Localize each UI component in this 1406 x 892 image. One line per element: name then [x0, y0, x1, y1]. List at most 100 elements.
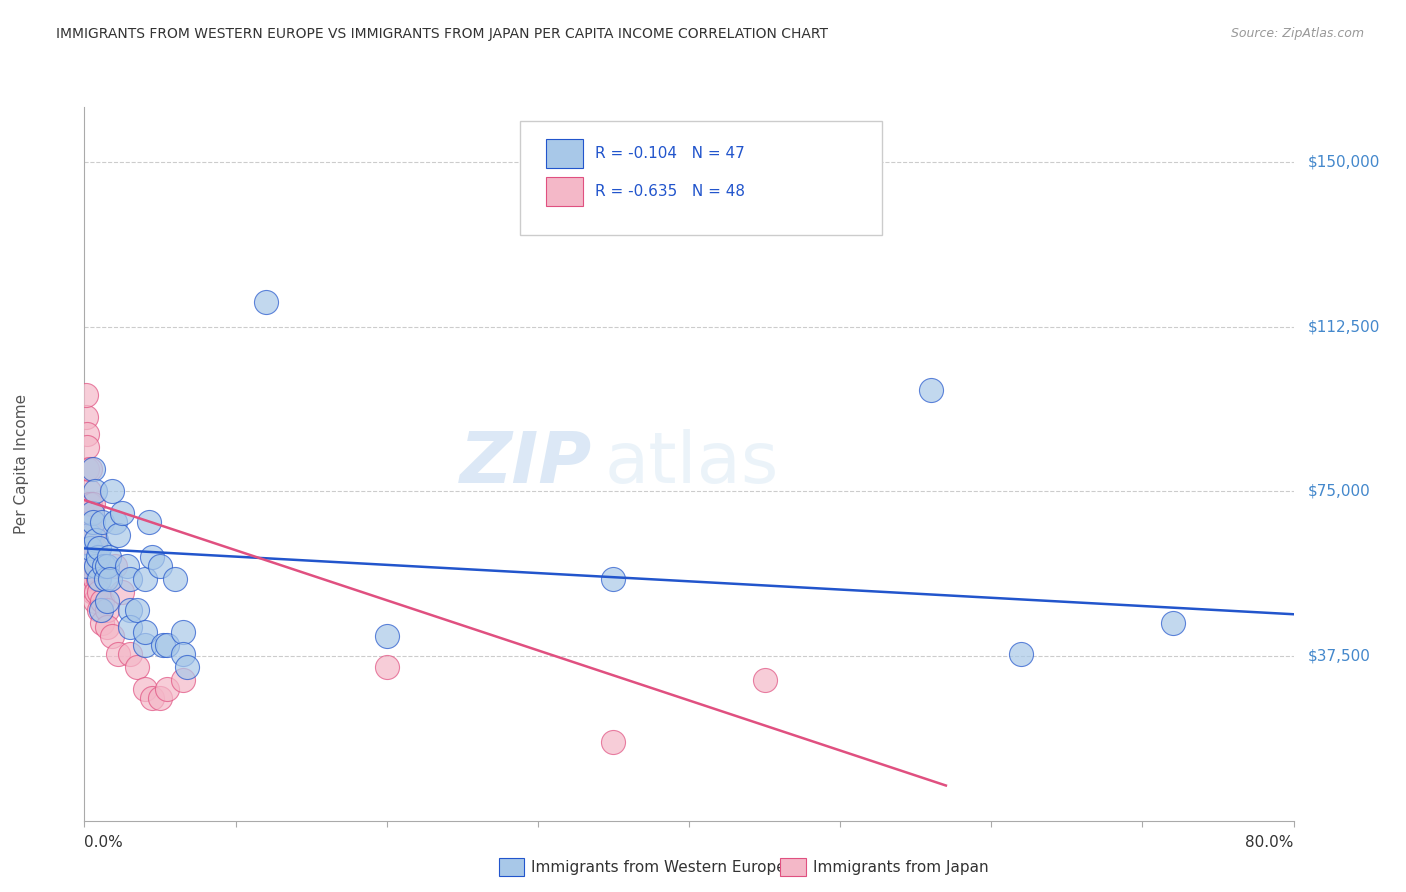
Text: $112,500: $112,500: [1308, 319, 1379, 334]
Point: [80, 558, 103, 573]
Point: [76, 558, 98, 573]
Text: Immigrants from Western Europe: Immigrants from Western Europe: [531, 860, 786, 874]
Point: [152, 638, 174, 652]
Point: [82, 498, 104, 512]
Point: [602, 572, 624, 586]
Point: [91, 615, 114, 630]
Point: [86, 533, 108, 547]
Point: [82, 528, 104, 542]
Point: [79, 462, 101, 476]
Point: [89, 603, 111, 617]
Point: [149, 690, 172, 705]
Point: [754, 673, 776, 687]
Point: [138, 515, 160, 529]
Point: [176, 660, 198, 674]
Point: [96, 603, 118, 617]
Point: [127, 603, 149, 617]
Point: [156, 681, 179, 696]
Point: [1161, 615, 1184, 630]
Point: [86, 558, 108, 573]
Point: [79, 550, 101, 565]
Point: [134, 638, 156, 652]
Point: [172, 647, 194, 661]
Point: [254, 295, 277, 310]
Text: Per Capita Income: Per Capita Income: [14, 393, 28, 534]
Point: [96, 558, 118, 573]
Point: [77, 515, 100, 529]
Point: [89, 558, 111, 573]
Point: [141, 550, 163, 565]
Point: [156, 638, 179, 652]
Point: [76, 441, 98, 455]
Point: [104, 558, 127, 573]
Point: [94, 572, 117, 586]
Point: [375, 660, 398, 674]
Point: [100, 629, 122, 643]
Point: [76, 462, 98, 476]
Point: [98, 572, 121, 586]
Text: IMMIGRANTS FROM WESTERN EUROPE VS IMMIGRANTS FROM JAPAN PER CAPITA INCOME CORREL: IMMIGRANTS FROM WESTERN EUROPE VS IMMIGR…: [56, 27, 828, 41]
Point: [97, 550, 120, 565]
Text: atlas: atlas: [605, 429, 779, 499]
Text: $75,000: $75,000: [1308, 483, 1371, 499]
Point: [79, 528, 101, 542]
Point: [80, 541, 103, 556]
Point: [127, 660, 149, 674]
Point: [82, 515, 104, 529]
Point: [77, 528, 100, 542]
Point: [82, 550, 104, 565]
Point: [75, 409, 97, 424]
Text: $150,000: $150,000: [1308, 154, 1379, 169]
Point: [1010, 647, 1032, 661]
Point: [89, 541, 111, 556]
Point: [111, 585, 134, 599]
Point: [115, 558, 138, 573]
Point: [93, 558, 115, 573]
Point: [118, 572, 141, 586]
FancyBboxPatch shape: [547, 139, 582, 168]
Text: ZIP: ZIP: [460, 429, 592, 499]
Point: [920, 384, 942, 398]
Text: Source: ZipAtlas.com: Source: ZipAtlas.com: [1230, 27, 1364, 40]
Point: [602, 734, 624, 748]
Point: [375, 629, 398, 643]
Point: [82, 462, 104, 476]
Point: [84, 484, 107, 499]
Text: 0.0%: 0.0%: [84, 836, 124, 850]
Point: [87, 550, 110, 565]
Text: R = -0.635   N = 48: R = -0.635 N = 48: [595, 184, 745, 199]
Point: [90, 603, 112, 617]
Point: [96, 594, 118, 608]
Text: Immigrants from Japan: Immigrants from Japan: [813, 860, 988, 874]
FancyBboxPatch shape: [520, 121, 883, 235]
Point: [89, 585, 111, 599]
Point: [134, 624, 156, 639]
Point: [79, 498, 101, 512]
Point: [134, 681, 156, 696]
Point: [91, 594, 114, 608]
Point: [80, 506, 103, 520]
Point: [84, 541, 107, 556]
Text: R = -0.104   N = 47: R = -0.104 N = 47: [595, 146, 744, 161]
Point: [100, 484, 122, 499]
Point: [84, 572, 107, 586]
Point: [104, 515, 127, 529]
Text: $37,500: $37,500: [1308, 648, 1371, 664]
Point: [172, 624, 194, 639]
Point: [89, 572, 111, 586]
Point: [141, 690, 163, 705]
Point: [163, 572, 186, 586]
FancyBboxPatch shape: [547, 177, 582, 205]
Point: [149, 558, 172, 573]
Point: [107, 528, 129, 542]
Point: [107, 647, 129, 661]
Point: [118, 647, 141, 661]
Point: [84, 594, 107, 608]
Point: [77, 484, 100, 499]
Point: [86, 585, 108, 599]
Point: [172, 673, 194, 687]
Point: [77, 498, 100, 512]
Point: [75, 387, 97, 401]
Text: 80.0%: 80.0%: [1246, 836, 1294, 850]
Point: [118, 620, 141, 634]
